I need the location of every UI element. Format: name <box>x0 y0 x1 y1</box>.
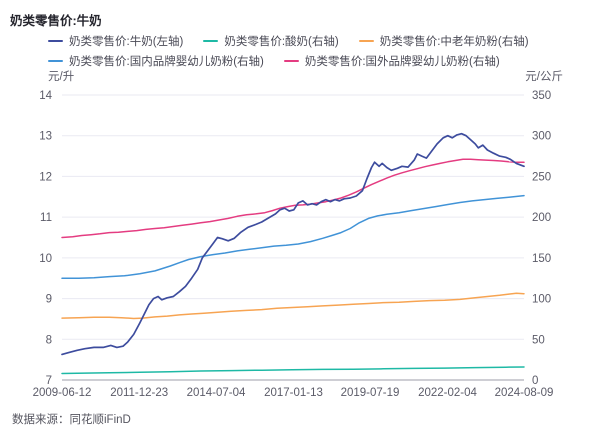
right-axis-tick: 250 <box>532 171 551 183</box>
page-title: 奶类零售价:牛奶 <box>10 14 102 28</box>
legend-item-domestic-infant-formula[interactable]: 奶类零售价:国内品牌婴幼儿奶粉(右轴) <box>48 53 264 69</box>
x-axis-tick: 2014-07-04 <box>187 387 246 399</box>
left-axis-tick: 12 <box>39 171 52 183</box>
left-axis-tick: 10 <box>39 253 52 265</box>
left-axis-tick: 11 <box>40 212 52 224</box>
right-axis-tick: 300 <box>532 131 551 143</box>
right-axis-tick: 200 <box>532 212 551 224</box>
line-swatch-icon <box>283 59 299 63</box>
legend-row: 奶类零售价:牛奶(左轴) 奶类零售价:酸奶(右轴) 奶类零售价:中老年奶粉(右轴… <box>48 33 529 49</box>
legend-label: 奶类零售价:牛奶(左轴) <box>69 36 184 48</box>
right-axis-tick: 0 <box>532 375 538 387</box>
legend-label: 奶类零售价:酸奶(右轴) <box>224 36 339 48</box>
line-swatch-icon <box>48 59 63 63</box>
right-axis-tick: 100 <box>532 294 551 306</box>
left-axis-tick: 7 <box>46 375 52 387</box>
legend-item-foreign-infant-formula[interactable]: 奶类零售价:国外品牌婴幼儿奶粉(右轴) <box>283 53 500 69</box>
right-axis-tick: 150 <box>532 253 551 265</box>
legend-label: 奶类零售价:国内品牌婴幼儿奶粉(右轴) <box>69 56 264 68</box>
legend-item-yogurt[interactable]: 奶类零售价:酸奶(右轴) <box>203 33 339 49</box>
line-swatch-icon <box>358 39 374 43</box>
x-axis-tick: 2024-08-09 <box>495 387 554 399</box>
legend-item-senior-milk-powder[interactable]: 奶类零售价:中老年奶粉(右轴) <box>358 33 529 49</box>
series-line-4 <box>61 158 525 239</box>
left-axis-tick: 9 <box>46 294 52 306</box>
right-axis-tick: 50 <box>532 334 545 346</box>
legend-label: 奶类零售价:国外品牌婴幼儿奶粉(右轴) <box>304 56 500 68</box>
x-axis-tick: 2022-02-04 <box>418 387 477 399</box>
legend-label: 奶类零售价:中老年奶粉(右轴) <box>379 36 529 48</box>
x-axis-tick: 2011-12-23 <box>110 387 168 399</box>
series-line-0 <box>61 132 525 356</box>
line-swatch-icon <box>203 39 219 43</box>
legend-row: 奶类零售价:国内品牌婴幼儿奶粉(右轴) 奶类零售价:国外品牌婴幼儿奶粉(右轴) <box>48 53 529 69</box>
left-axis-tick: 13 <box>39 131 52 143</box>
left-axis-unit: 元/升 <box>48 71 75 83</box>
series-line-3 <box>61 194 525 279</box>
left-axis-tick: 8 <box>46 334 52 346</box>
right-axis-tick: 350 <box>532 90 551 102</box>
x-axis-tick: 2019-07-19 <box>341 387 400 399</box>
right-axis-unit: 元/公斤 <box>525 71 563 83</box>
series-line-1 <box>61 366 525 375</box>
x-axis-tick: 2009-06-12 <box>33 387 92 399</box>
left-axis-tick: 14 <box>39 90 52 102</box>
legend: 奶类零售价:牛奶(左轴) 奶类零售价:酸奶(右轴) 奶类零售价:中老年奶粉(右轴… <box>48 33 529 69</box>
line-swatch-icon <box>48 39 63 43</box>
series-line-2 <box>61 292 525 320</box>
data-source: 数据来源：同花顺iFinD <box>12 414 131 426</box>
x-axis-tick: 2017-01-13 <box>264 387 323 399</box>
legend-item-milk[interactable]: 奶类零售价:牛奶(左轴) <box>48 33 183 49</box>
line-chart: 14 350 13 300 12 250 11 200 10 150 9 100 8 50 7 0 2009-0… <box>33 90 554 399</box>
